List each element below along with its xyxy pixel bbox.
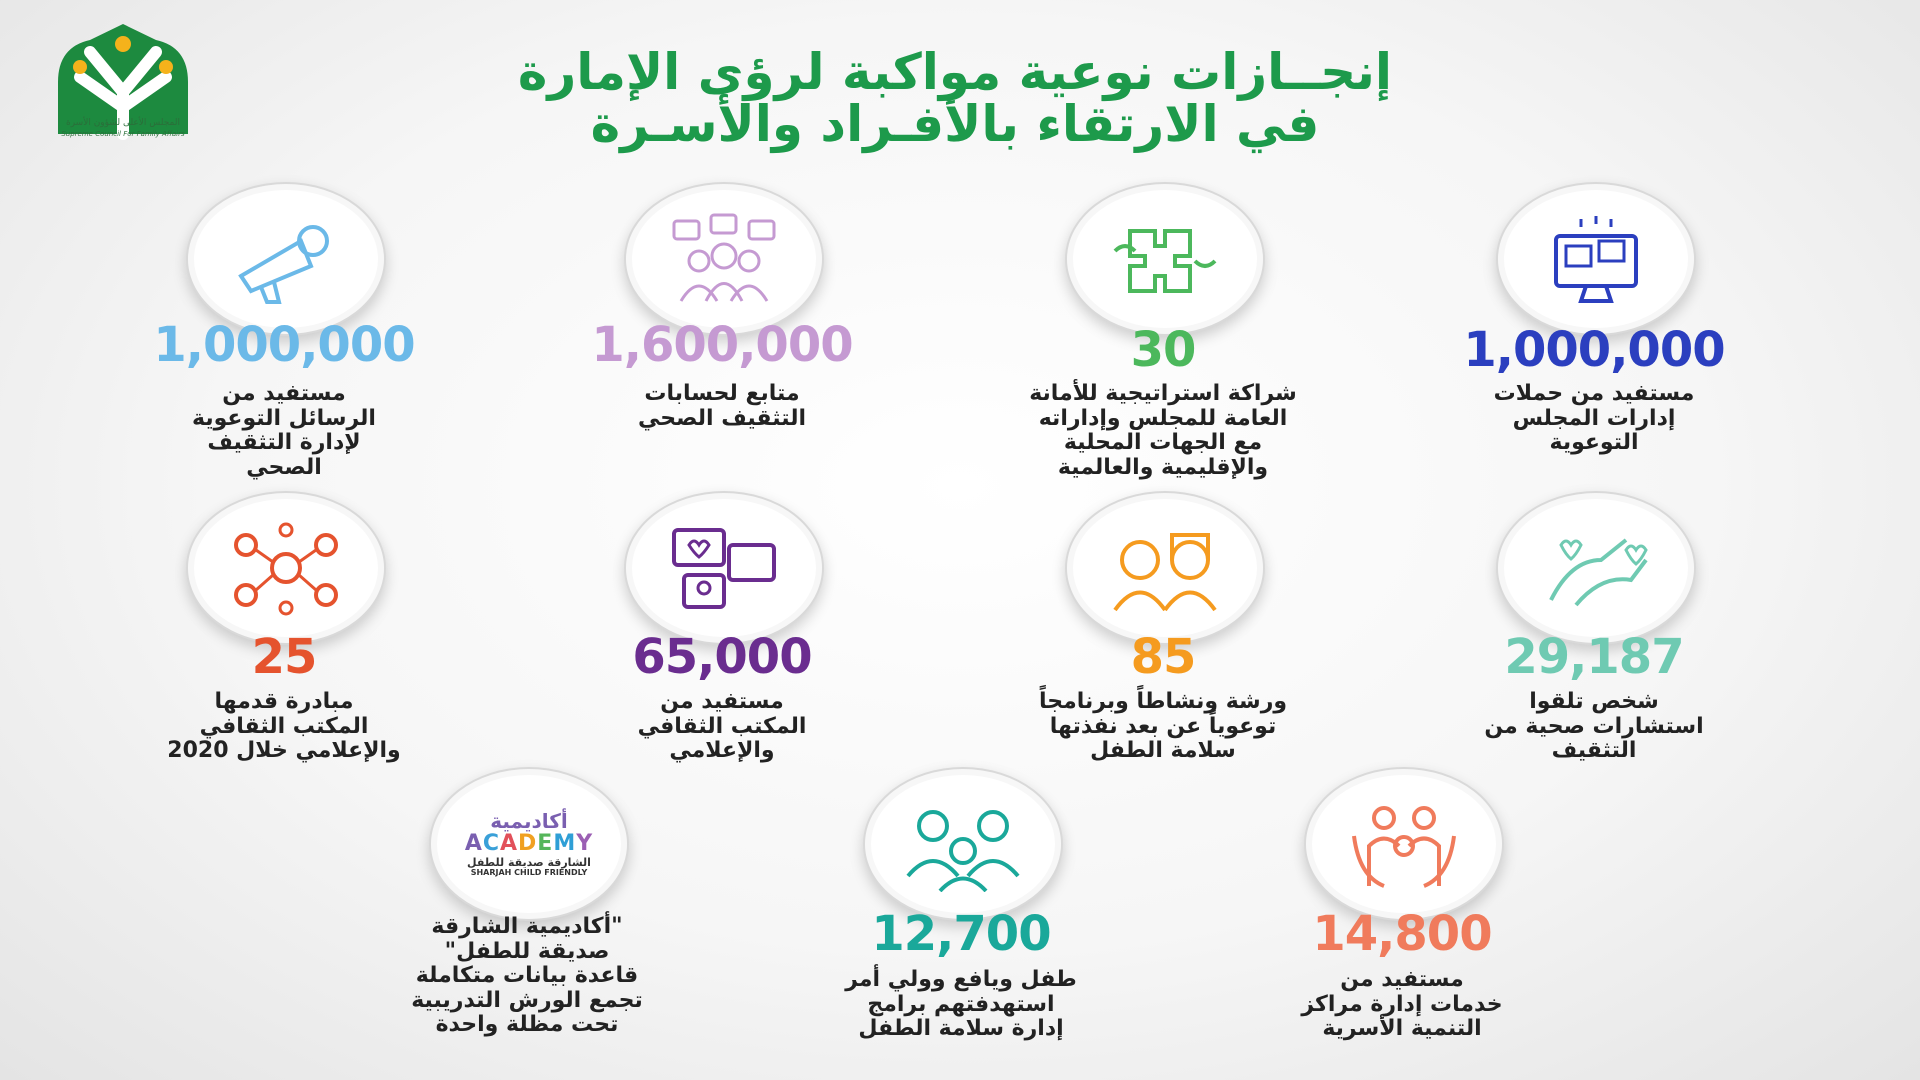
megaphone-icon <box>238 225 329 304</box>
achievement-number: 1,000,000 <box>153 317 415 373</box>
monitor-chat-icon <box>1554 216 1638 303</box>
social-followers-icon <box>672 213 776 302</box>
academy-logo-arabic: أكاديمية <box>490 809 568 834</box>
label-line: مستفيد من <box>1340 967 1464 992</box>
label-line: التنمية الأسرية <box>1322 1016 1482 1041</box>
logo-text-english: Supreme Council For Family Affairs <box>61 130 185 138</box>
chat-like-circle <box>624 491 824 645</box>
chat-like-icon <box>672 528 776 609</box>
tree-logo-icon <box>58 24 188 140</box>
monitor-chat-circle <box>1496 182 1696 336</box>
achievement-number: 30 <box>1130 322 1197 378</box>
label-line: إدارة سلامة الطفل <box>858 1016 1064 1041</box>
label-line: تجمع الورش التدريبية <box>411 987 643 1013</box>
label-line: تحت مظلة واحدة <box>435 1012 619 1037</box>
achievement-number: 65,000 <box>632 629 812 685</box>
label-line: مستفيد من <box>222 381 346 406</box>
caring-hands-circle <box>1496 491 1696 645</box>
family-hug-icon <box>1352 806 1456 888</box>
page-title-line-2: في الارتقاء بالأفـراد والأسـرة <box>590 95 1320 153</box>
megaphone-circle <box>186 182 386 336</box>
label-line: شخص تلقوا <box>1529 689 1659 714</box>
label-line: التوعوية <box>1549 430 1639 455</box>
achievement-label: شخص تلقوا استشارات صحية من التثقيف <box>1414 689 1774 764</box>
label-line: المكتب الثقافي <box>637 713 807 739</box>
academy-letter: M <box>553 831 577 857</box>
achievement-label: مستفيد من المكتب الثقافي والإعلامي <box>542 689 902 764</box>
label-line: مستفيد من <box>660 689 784 714</box>
label-line: قاعدة بيانات متكاملة <box>415 963 639 988</box>
achievement-label: شراكة استراتيجية للأمانة العامة للمجلس وإ… <box>983 381 1343 480</box>
label-line: "أكاديمية الشارقة <box>431 914 623 939</box>
social-followers-circle <box>624 182 824 336</box>
achievement-number: 85 <box>1130 629 1197 685</box>
label-line: والإعلامي خلال 2020 <box>167 738 401 763</box>
achievement-label: "أكاديمية الشارقة صديقة للطفل" قاعدة بيانا… <box>347 914 707 1038</box>
achievement-label: متابع لحسابات التثقيف الصحي <box>542 381 902 431</box>
achievement-number: 12,700 <box>871 906 1051 962</box>
academy-letter: A <box>500 831 519 857</box>
achievement-number: 1,000,000 <box>1463 322 1725 378</box>
children-icon <box>1113 533 1217 612</box>
label-line: المكتب الثقافي <box>199 713 369 739</box>
network-people-icon <box>234 522 338 616</box>
page-title-line-1: إنجــازات نوعية مواكبة لرؤى الإمارة <box>517 43 1393 101</box>
achievement-label: مستفيد من حملات إدارات المجلس التوعوية <box>1414 381 1774 456</box>
label-line: لإدارة التثقيف <box>207 430 361 455</box>
label-line: متابع لحسابات <box>644 381 800 406</box>
family-group-circle <box>863 767 1063 921</box>
label-line: استشارات صحية من <box>1484 713 1704 739</box>
label-line: التثقيف <box>1551 738 1637 763</box>
label-line: استهدفتهم برامج <box>867 991 1055 1017</box>
label-line: الصحي <box>246 454 322 480</box>
label-line: شراكة استراتيجية للأمانة <box>1029 381 1297 406</box>
achievement-label: ورشة ونشاطاً وبرنامجاً توعوياً عن بعد نفذ… <box>983 689 1343 764</box>
label-line: توعوياً عن بعد نفذتها <box>1049 713 1277 739</box>
children-circle <box>1065 491 1265 645</box>
achievement-number: 1,600,000 <box>591 317 853 373</box>
label-line: صديقة للطفل" <box>444 938 610 964</box>
academy-letter: E <box>537 831 554 857</box>
achievement-label: مستفيد من خدمات إدارة مراكز التنمية الأسري… <box>1222 967 1582 1042</box>
achievement-label: مبادرة قدمها المكتب الثقافي والإعلامي خلال… <box>104 689 464 764</box>
label-line: مع الجهات المحلية <box>1063 430 1263 455</box>
academy-logo-icon: أكاديمية ACADEMY الشارقة صديقة للطفل SHARJA… <box>465 810 593 877</box>
label-line: مستفيد من حملات <box>1493 381 1695 406</box>
puzzle-hands-circle <box>1065 182 1265 336</box>
achievement-number: 25 <box>251 629 318 685</box>
achievement-number: 29,187 <box>1504 629 1684 685</box>
academy-letter: Y <box>576 831 594 857</box>
academy-logo-subtitle-english: SHARJAH CHILD FRIENDLY <box>470 867 588 877</box>
label-line: والإعلامي <box>669 738 775 763</box>
label-line: ورشة ونشاطاً وبرنامجاً <box>1038 689 1288 714</box>
label-line: خدمات إدارة مراكز <box>1301 991 1503 1017</box>
label-line: التثقيف الصحي <box>637 405 807 431</box>
academy-letter: A <box>464 831 483 857</box>
family-group-icon <box>906 810 1020 892</box>
logo-text-arabic: المجلس الأعلى لشؤون الأسرة <box>65 118 180 128</box>
academy-letter: C <box>482 831 500 857</box>
label-line: إدارات المجلس <box>1512 405 1676 431</box>
network-people-circle <box>186 491 386 645</box>
label-line: الرسائل التوعوية <box>192 405 376 431</box>
caring-hands-icon <box>1549 538 1648 607</box>
label-line: العامة للمجلس وإداراته <box>1038 405 1288 431</box>
label-line: طفل ويافع وولي أمر <box>845 967 1077 992</box>
academy-logo-circle: أكاديمية ACADEMY الشارقة صديقة للطفل SHARJA… <box>429 767 629 921</box>
achievement-label: طفل ويافع وولي أمر استهدفتهم برامج إدارة س… <box>781 967 1141 1042</box>
academy-letter: D <box>518 831 538 857</box>
academy-logo-english: ACADEMY <box>465 832 593 856</box>
puzzle-hands-icon <box>1113 229 1217 293</box>
label-line: مبادرة قدمها <box>214 689 354 714</box>
label-line: سلامة الطفل <box>1090 738 1236 763</box>
family-hug-circle <box>1304 767 1504 921</box>
achievement-label: مستفيد من الرسائل التوعوية لإدارة التثقيف ا… <box>104 381 464 480</box>
label-line: والإقليمية والعالمية <box>1057 454 1269 480</box>
achievement-number: 14,800 <box>1312 906 1492 962</box>
academy-logo-subtitle-arabic: الشارقة صديقة للطفل <box>467 855 591 869</box>
